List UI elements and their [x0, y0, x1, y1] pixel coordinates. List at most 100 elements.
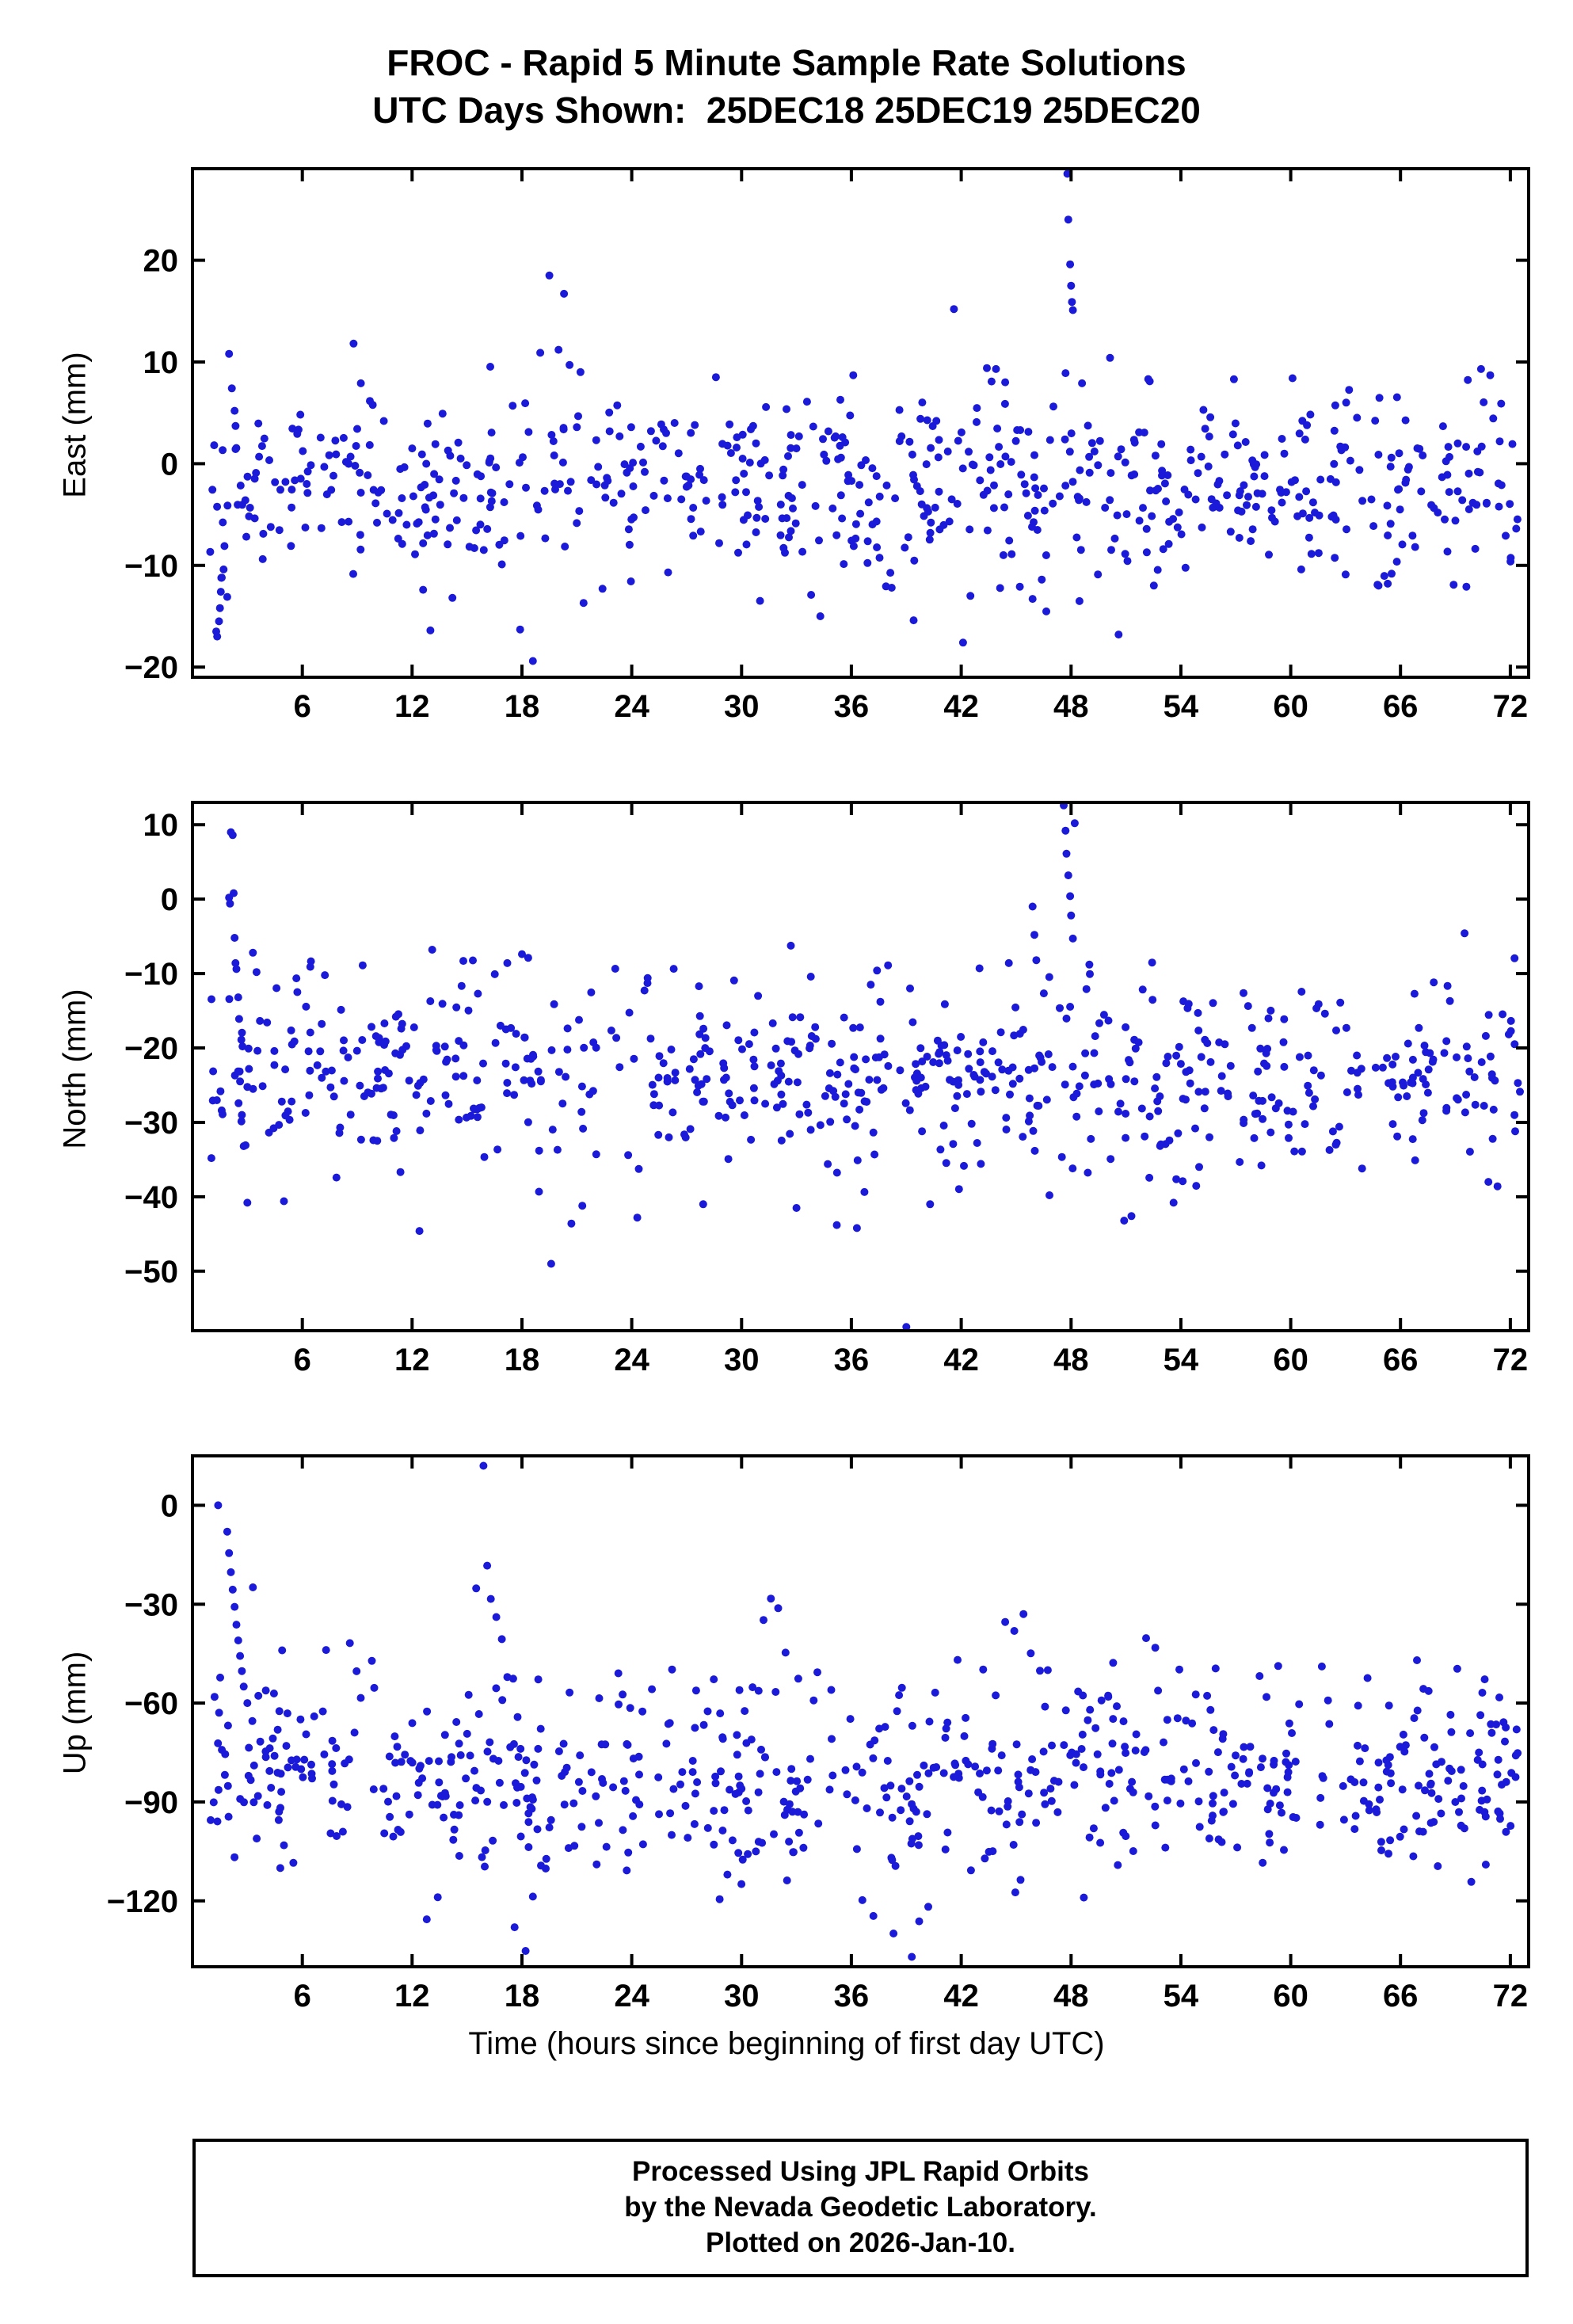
data-point	[1488, 1134, 1497, 1143]
data-point	[787, 1765, 796, 1773]
data-point	[788, 1013, 797, 1022]
data-point	[609, 1783, 618, 1792]
data-point	[803, 1775, 812, 1784]
data-point	[522, 483, 530, 492]
data-point	[1122, 1110, 1130, 1118]
data-point	[1175, 508, 1183, 516]
data-point	[1410, 1714, 1419, 1723]
data-point	[943, 1718, 952, 1727]
data-point	[563, 1024, 572, 1033]
data-point	[455, 1739, 463, 1748]
data-point	[768, 1019, 777, 1027]
data-point	[296, 1715, 305, 1724]
data-point	[486, 503, 494, 512]
data-point	[792, 1204, 801, 1212]
data-point	[269, 1734, 277, 1743]
data-point	[824, 1160, 832, 1168]
data-point	[411, 550, 419, 558]
data-point	[841, 1090, 850, 1099]
data-point	[303, 467, 312, 476]
up-ticks	[192, 1456, 1529, 1967]
data-point	[962, 1090, 971, 1099]
data-point	[215, 604, 224, 612]
data-point	[703, 1707, 712, 1716]
data-point	[210, 1693, 219, 1701]
data-point	[1331, 478, 1340, 486]
data-point	[738, 1855, 747, 1864]
data-point	[1311, 509, 1319, 517]
data-point	[337, 518, 346, 527]
data-point	[301, 524, 310, 531]
data-point	[1145, 1173, 1154, 1182]
data-point	[444, 446, 452, 455]
data-point	[456, 454, 465, 463]
data-point	[276, 486, 284, 494]
data-point	[486, 363, 494, 371]
data-point	[438, 1000, 447, 1008]
data-point	[1031, 484, 1040, 493]
data-point	[1110, 1796, 1118, 1805]
data-point	[1511, 1127, 1519, 1136]
data-point	[648, 1080, 657, 1089]
data-point	[891, 494, 900, 503]
data-point	[540, 486, 549, 495]
data-point	[307, 1770, 316, 1778]
data-point	[1045, 1191, 1053, 1199]
data-point	[877, 1085, 886, 1094]
data-point	[779, 543, 788, 552]
data-point	[893, 1707, 901, 1716]
data-point	[1507, 1769, 1516, 1777]
data-point	[1324, 1696, 1332, 1705]
data-point	[654, 1073, 663, 1082]
data-point	[296, 474, 305, 483]
data-point	[1445, 996, 1454, 1005]
data-point	[1413, 1656, 1421, 1664]
data-point	[340, 1076, 348, 1085]
data-point	[789, 1848, 798, 1857]
data-point	[230, 889, 238, 897]
data-point	[1235, 534, 1244, 542]
data-point	[693, 1088, 702, 1096]
data-point	[953, 500, 962, 508]
data-point	[1142, 1634, 1150, 1643]
y-tick-label: −30	[124, 1587, 178, 1622]
data-point	[1231, 419, 1240, 428]
data-point	[1060, 802, 1068, 810]
data-point	[1430, 1743, 1438, 1751]
data-point	[981, 1854, 989, 1863]
data-point	[976, 1047, 985, 1056]
data-point	[825, 1084, 833, 1092]
x-tick-label: 24	[614, 689, 649, 724]
data-point	[1090, 1080, 1099, 1089]
data-point	[711, 1779, 720, 1788]
data-point	[957, 1033, 966, 1041]
data-point	[1151, 1084, 1160, 1093]
data-point	[966, 1866, 975, 1875]
data-point	[617, 490, 626, 498]
data-point	[1104, 1016, 1113, 1025]
data-point	[1451, 1798, 1460, 1806]
data-point	[1411, 543, 1419, 551]
data-point	[514, 1753, 523, 1762]
data-point	[664, 1720, 672, 1728]
data-point	[1197, 1053, 1205, 1061]
data-point	[1093, 1750, 1102, 1758]
east-axis-label: East (mm)	[57, 352, 93, 498]
data-point	[1026, 1766, 1035, 1774]
data-point	[856, 509, 865, 518]
data-point	[883, 1757, 892, 1765]
data-point	[435, 1778, 444, 1787]
data-point	[1223, 491, 1232, 500]
data-point	[909, 1804, 918, 1813]
data-point	[942, 1724, 950, 1733]
data-point	[1162, 1059, 1171, 1068]
data-point	[728, 1101, 737, 1110]
data-point	[908, 450, 916, 459]
data-point	[772, 1103, 781, 1112]
data-point	[1471, 1100, 1480, 1109]
data-point	[528, 1080, 536, 1088]
data-point	[1259, 1754, 1266, 1763]
data-point	[1476, 364, 1485, 373]
data-point	[267, 1784, 276, 1792]
